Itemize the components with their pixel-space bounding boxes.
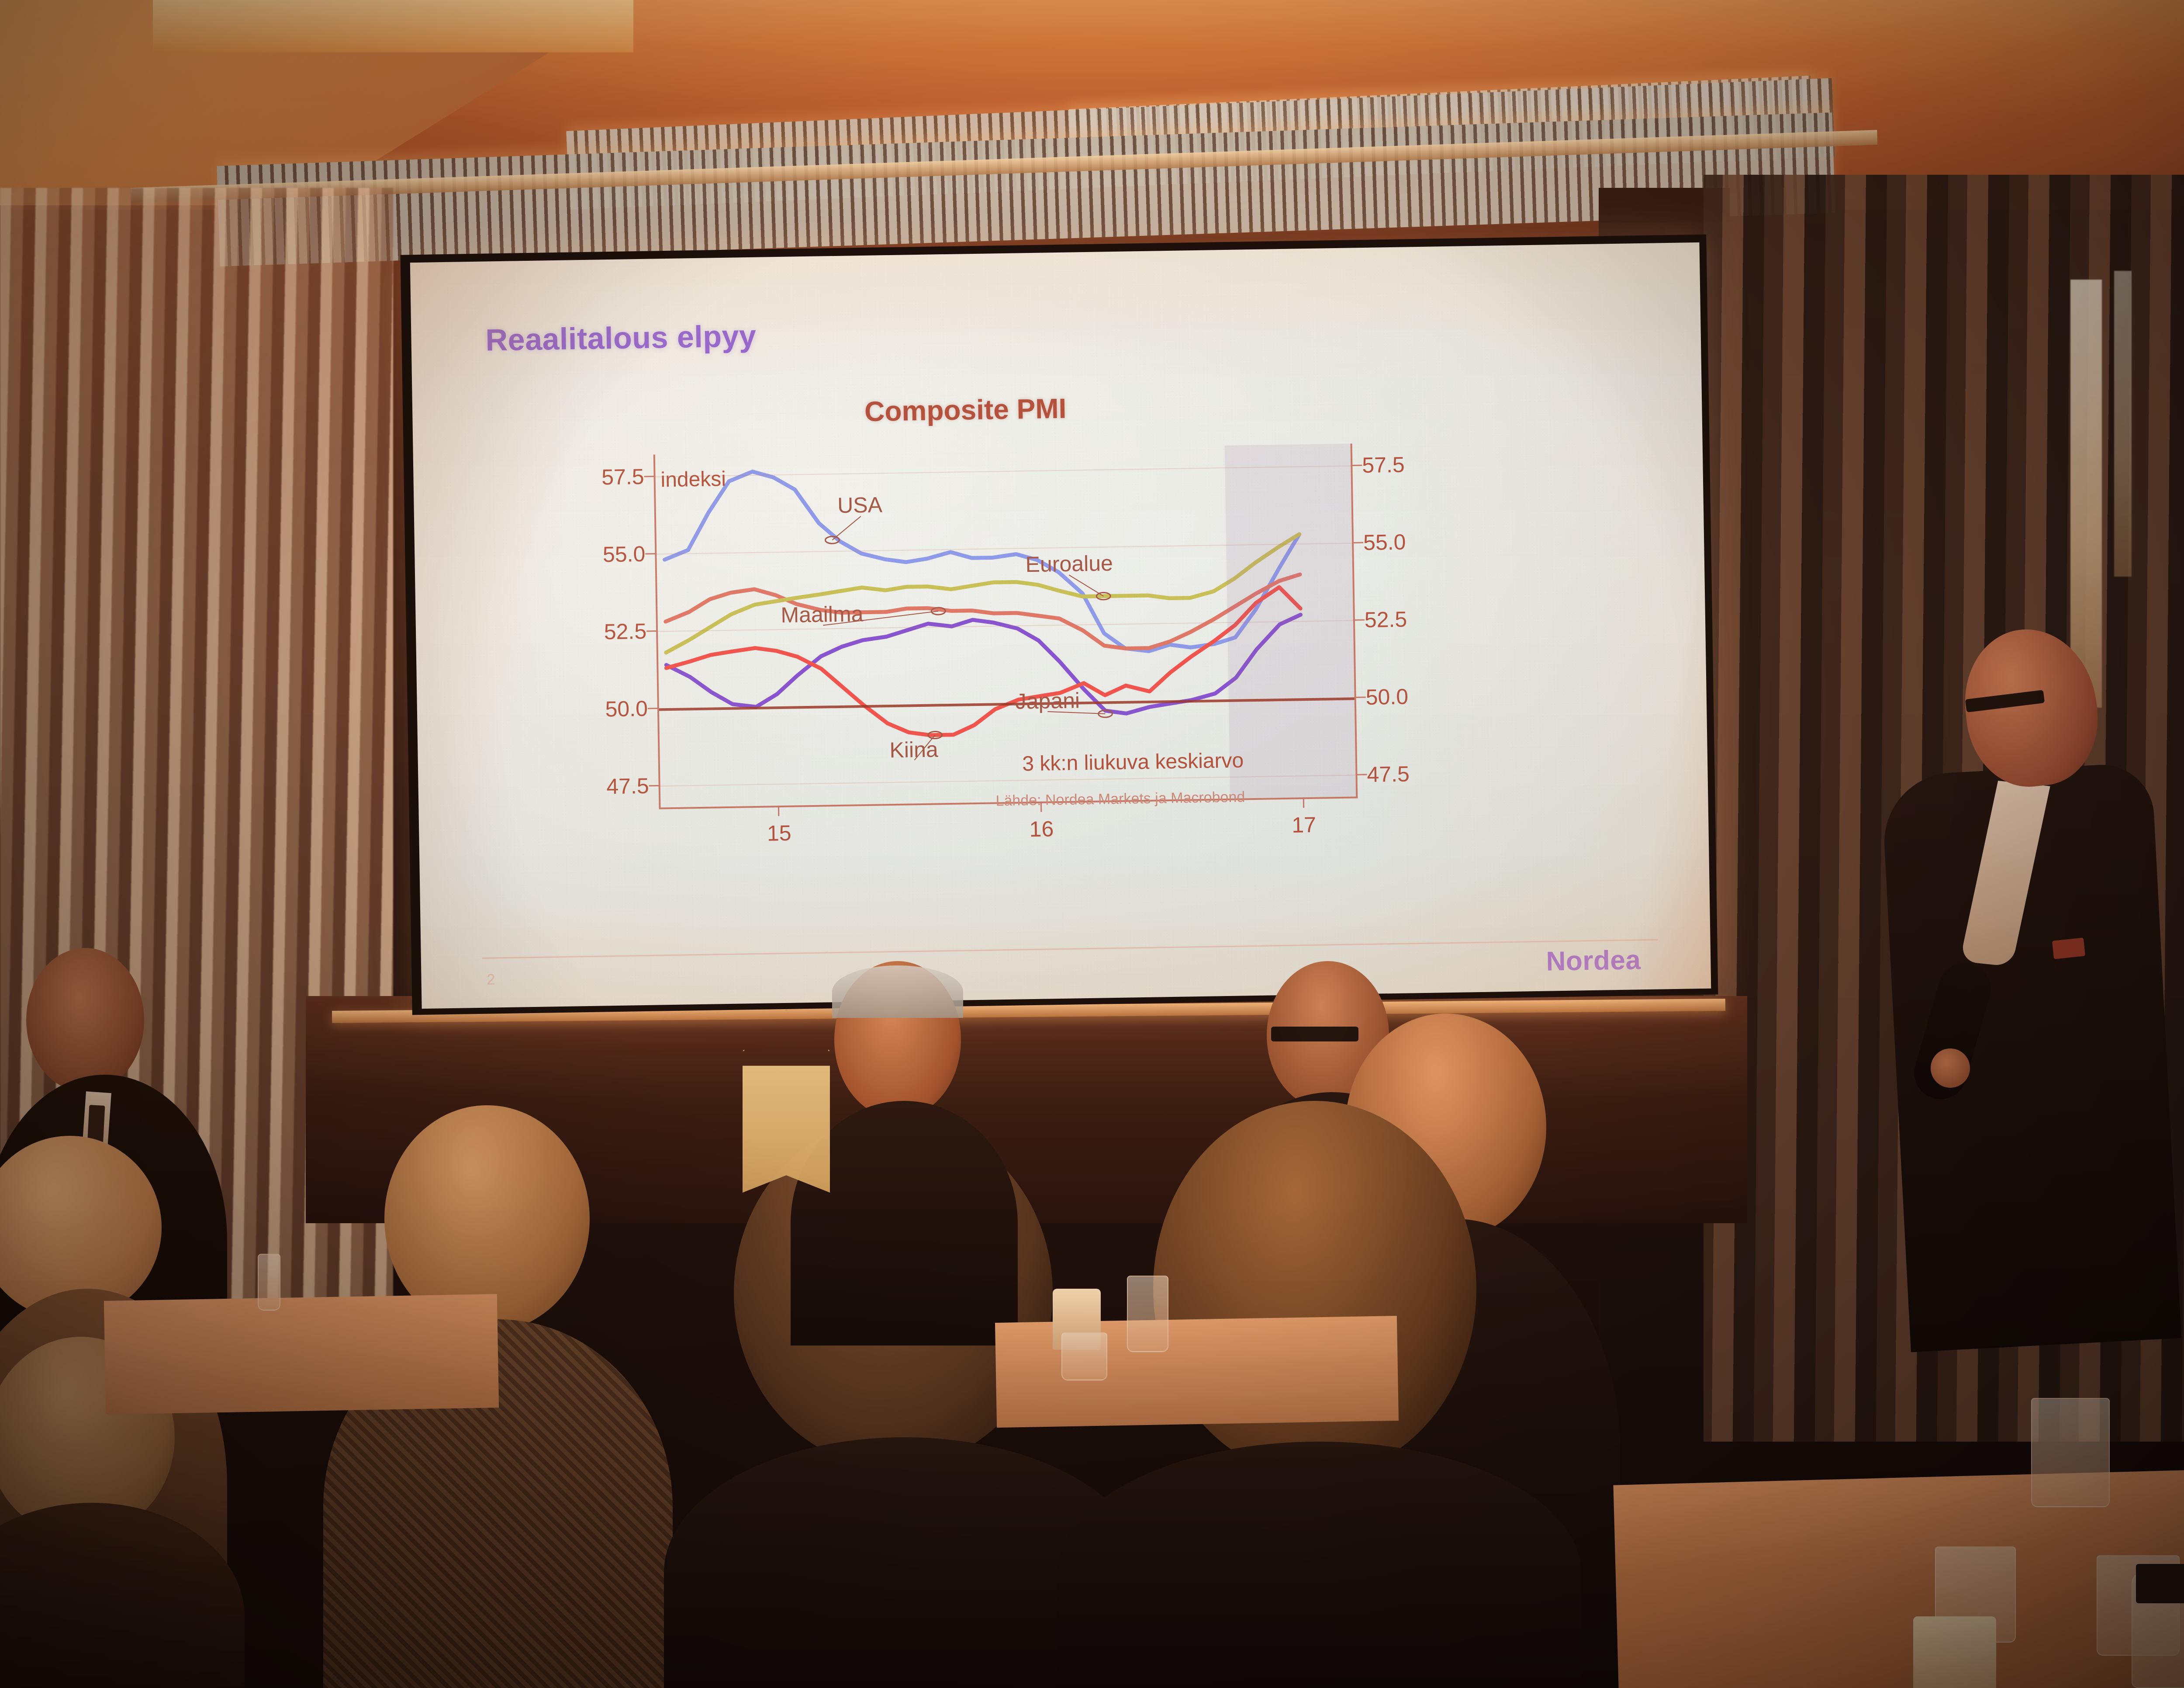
y-axis-label-right: 55.0 <box>1363 529 1406 555</box>
water-glass <box>1061 1332 1107 1380</box>
x-tickmark <box>1303 797 1304 808</box>
x-tickmark <box>778 806 780 816</box>
y-axis-label-right: 57.5 <box>1362 452 1405 477</box>
table-pennant <box>743 1065 830 1193</box>
chart-title: Composite PMI <box>864 392 1067 427</box>
table-left <box>104 1294 499 1415</box>
y-axis-label-left: 55.0 <box>602 541 646 567</box>
window-light-slit-secondary <box>2114 271 2132 577</box>
x-axis-label: 16 <box>1029 816 1054 842</box>
bottle-cap <box>2136 1564 2184 1603</box>
slide-surface: Reaalitalous elpyy Composite PMI 47.5 47.… <box>410 242 1711 1009</box>
y-axis-label-left: 47.5 <box>606 774 650 799</box>
axis-unit-note: indeksi <box>660 467 726 492</box>
y-axis-label-left: 50.0 <box>605 696 648 722</box>
series-label-maailma: Maailma <box>781 601 864 627</box>
water-glass <box>1127 1276 1168 1352</box>
plot-area: 47.5 47.5 50.0 50.0 52.5 52.5 55.0 55.0 57.5 57.5… <box>601 443 1410 846</box>
slide-title: Reaalitalous elpyy <box>485 318 757 357</box>
water-glass <box>258 1254 280 1311</box>
slide-number: 2 <box>487 971 495 988</box>
chart: 47.5 47.5 50.0 50.0 52.5 52.5 55.0 55.0 57.5 57.5… <box>579 435 1434 893</box>
y-axis-label-left: 57.5 <box>601 464 644 490</box>
x-axis-label: 15 <box>767 820 791 846</box>
presenter-hand <box>1931 1048 1970 1088</box>
series-label-japani: Japani <box>1015 688 1080 714</box>
x-axis-label: 17 <box>1291 812 1317 837</box>
projection-screen: Reaalitalous elpyy Composite PMI 47.5 47.… <box>400 234 1718 1015</box>
forecast-band <box>1224 443 1356 799</box>
ceiling-light-strip <box>153 0 633 52</box>
series-label-usa: USA <box>837 492 883 518</box>
series-label-kiina: Kiina <box>889 737 939 763</box>
y-axis-label-right: 47.5 <box>1367 761 1410 787</box>
y-axis-label-left: 52.5 <box>604 619 647 644</box>
window-light-slit <box>2070 280 2102 708</box>
series-label-euroalue: Euroalue <box>1025 551 1113 577</box>
nordea-logo: Nordea <box>1546 945 1641 977</box>
presenter-pocket-square <box>2052 937 2085 959</box>
y-axis-label-right: 52.5 <box>1364 607 1407 633</box>
source-note: Lähde: Nordea Markets ja Macrobond <box>995 789 1245 809</box>
slide-divider <box>482 939 1658 959</box>
y-axis-label-right: 50.0 <box>1365 684 1409 710</box>
water-glass <box>2031 1398 2110 1507</box>
series-line-kiina <box>665 587 1303 739</box>
candle <box>1913 1616 1996 1688</box>
smoothing-note: 3 kk:n liukuva keskiarvo <box>1022 749 1244 776</box>
